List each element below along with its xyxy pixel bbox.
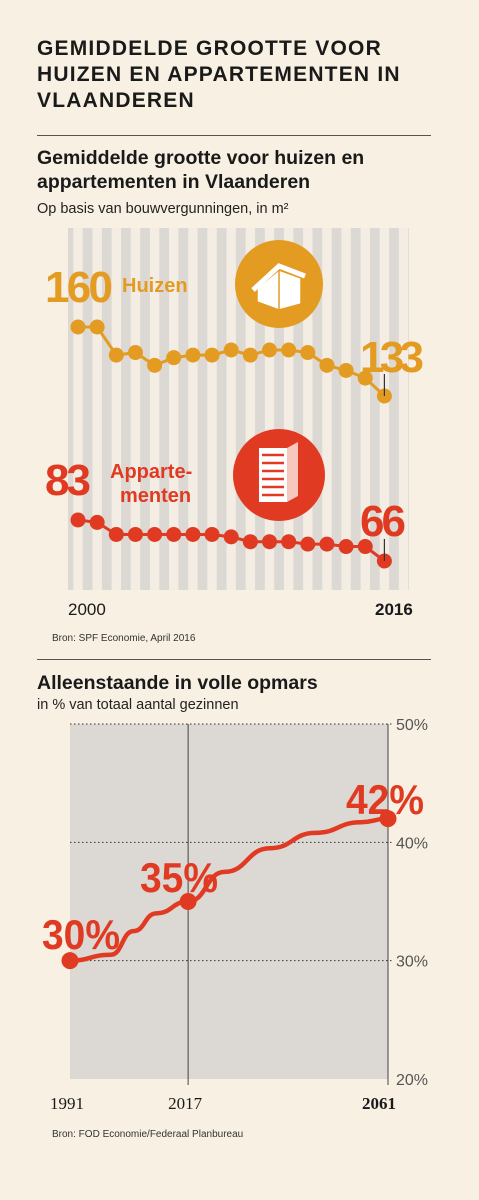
chart2-source: Bron: FOD Economie/Federaal Planbureau [52, 1129, 244, 1140]
data-point [242, 534, 258, 550]
background-stripe [188, 228, 198, 590]
background-stripe [360, 228, 370, 590]
data-point [147, 357, 163, 373]
chart2-title: Alleenstaande in volle opmars [37, 672, 318, 694]
plot-background [70, 724, 388, 1079]
data-point [70, 512, 86, 528]
data-point [166, 526, 182, 542]
data-point [185, 347, 201, 363]
data-point [147, 526, 163, 542]
end-value-label: 133 [360, 333, 424, 382]
data-point [281, 534, 297, 550]
background-stripe [149, 228, 160, 590]
background-stripe [169, 228, 179, 590]
data-point [319, 536, 335, 552]
start-value-label: 83 [45, 456, 91, 505]
data-point [89, 319, 105, 335]
data-point [300, 536, 316, 552]
data-point [357, 539, 373, 555]
chart2-plot: 20% 30% 40% 50% 30% 35% 42% 1991 2017 2061 [42, 717, 428, 1113]
background-stripe [303, 228, 313, 590]
x-tick-label: 1991 [50, 1094, 84, 1113]
data-point [108, 526, 124, 542]
background-stripe [398, 228, 409, 590]
background-stripe [341, 228, 351, 590]
background-stripe [73, 228, 83, 590]
x-tick-label: 2061 [362, 1094, 396, 1113]
data-point [70, 319, 86, 335]
y-tick-label: 50% [396, 717, 428, 734]
start-value-label: 160 [45, 263, 113, 312]
data-point [379, 810, 397, 828]
data-point [127, 345, 143, 361]
chart1-title: Gemiddelde grootte voor huizen en appart… [37, 147, 365, 193]
x-axis-start-label: 2000 [68, 600, 106, 619]
data-point [204, 347, 220, 363]
data-point [338, 539, 354, 555]
page-title: GEMIDDELDE GROOTTE VOOR HUIZEN EN APPART… [37, 37, 401, 112]
series-name-appartementen: Apparte- [110, 461, 192, 483]
end-value-label: 66 [360, 497, 406, 546]
data-point [204, 526, 220, 542]
point-value-label: 30% [42, 911, 120, 958]
background-stripe [245, 228, 256, 590]
data-point [108, 347, 124, 363]
chart1-plot: 160 133 83 66 Huizen Apparte-menten 2000 2016 [45, 228, 424, 619]
background-stripe [130, 228, 141, 590]
data-point [262, 534, 277, 550]
data-point [185, 526, 201, 542]
data-point [357, 370, 373, 386]
background-stripe [92, 228, 102, 590]
y-tick-label: 20% [396, 1072, 428, 1089]
series-line [67, 816, 391, 963]
house-icon [235, 240, 323, 328]
background-stripe [207, 228, 217, 590]
data-point [338, 362, 354, 378]
data-point [223, 342, 239, 358]
chart1-source: Bron: SPF Economie, April 2016 [52, 633, 196, 644]
y-tick-label: 30% [396, 954, 428, 971]
background-stripe [322, 228, 332, 590]
background-stripe [283, 228, 294, 590]
building-icon [233, 429, 325, 521]
data-point [89, 514, 105, 530]
divider [37, 659, 431, 660]
data-point [281, 342, 297, 358]
data-point [179, 893, 197, 910]
data-point [262, 342, 277, 358]
divider [37, 135, 431, 136]
point-value-label: 42% [346, 776, 424, 823]
y-tick-label: 40% [396, 835, 428, 852]
background-stripe [226, 228, 236, 590]
data-point [166, 350, 182, 366]
point-value-label: 35% [140, 854, 218, 901]
background-stripe [379, 228, 390, 590]
background-stripe [264, 228, 275, 590]
x-axis-end-label: 2016 [375, 600, 413, 619]
background-stripe [111, 228, 121, 590]
series-name-huizen: Huizen [122, 275, 188, 297]
x-tick-label: 2017 [168, 1094, 203, 1113]
data-point [300, 345, 316, 361]
data-point [242, 347, 258, 363]
data-point [223, 529, 239, 545]
series-name-appartementen: menten [120, 485, 191, 507]
chart2-subtitle: in % van totaal aantal gezinnen [37, 697, 239, 713]
data-point [61, 952, 79, 970]
data-point [127, 526, 143, 542]
data-point [319, 357, 335, 373]
chart1-subtitle: Op basis van bouwvergunningen, in m² [37, 201, 289, 217]
